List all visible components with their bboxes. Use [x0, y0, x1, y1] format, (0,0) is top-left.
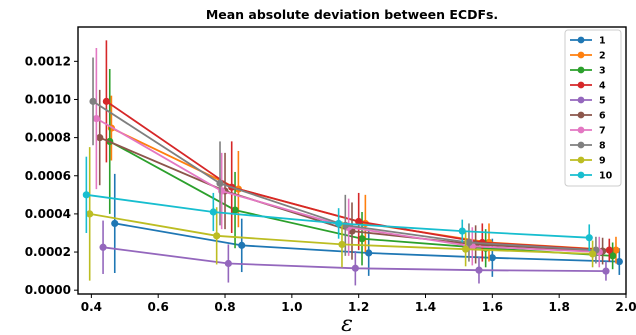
- series-5: [99, 220, 610, 286]
- y-tick-label: 0.0006: [25, 169, 71, 183]
- y-tick-label: 0.0000: [25, 283, 71, 297]
- x-tick-label: 1.4: [415, 300, 436, 314]
- legend-entry-label: 3: [599, 66, 606, 77]
- series-8-point: [89, 97, 97, 105]
- x-axis: 0.4 0.6 0.8 1.0 1.2 1.4 1.6 1.8 2.0: [81, 294, 636, 314]
- series-7-point: [218, 187, 226, 195]
- series-1-point: [365, 249, 373, 257]
- legend-entry-label: 7: [599, 126, 606, 137]
- legend-entry-label: 8: [599, 141, 606, 152]
- legend-swatch-marker: [577, 81, 585, 89]
- series-7: [92, 47, 603, 268]
- series-10-point: [458, 227, 466, 235]
- legend-swatch-marker: [577, 126, 585, 134]
- series-1-point: [488, 254, 496, 262]
- series-1-point: [238, 241, 246, 249]
- series-5-point: [602, 267, 610, 275]
- legend-swatch-marker: [577, 66, 585, 74]
- x-tick-label: 0.8: [214, 300, 235, 314]
- series-9-point: [462, 245, 470, 253]
- series-5-point: [224, 259, 232, 268]
- series-3-point: [358, 235, 366, 243]
- series-8: [89, 57, 600, 264]
- legend-swatch-marker: [577, 156, 585, 164]
- series-10-point: [209, 208, 217, 216]
- x-tick-label: 1.6: [482, 300, 503, 314]
- chart-title: Mean absolute deviation between ECDFs.: [206, 7, 498, 22]
- legend: 1 2 3 4 5 6 7 8 9 10: [564, 29, 622, 187]
- series-6: [96, 89, 607, 265]
- y-tick-label: 0.0008: [25, 131, 71, 145]
- series-6-point: [96, 134, 104, 142]
- legend-swatch-marker: [577, 111, 585, 119]
- series-10-point: [82, 191, 90, 199]
- legend-swatch-marker: [577, 171, 585, 179]
- series-9-point: [588, 250, 597, 258]
- series-9: [86, 147, 597, 281]
- series-4-point: [102, 97, 111, 105]
- x-tick-label: 1.2: [348, 300, 369, 314]
- x-tick-label: 2.0: [615, 300, 636, 314]
- legend-entry-label: 1: [599, 36, 606, 47]
- y-tick-label: 0.0010: [25, 92, 71, 106]
- legend-entry-label: 10: [599, 171, 613, 182]
- series-3-point: [609, 252, 617, 260]
- x-axis-label: ε: [341, 312, 353, 335]
- x-tick-label: 1.0: [281, 300, 302, 314]
- legend-entry-label: 9: [599, 156, 606, 167]
- legend-entry-label: 5: [599, 96, 606, 107]
- series-10-point: [335, 219, 343, 228]
- series-9-point: [213, 232, 221, 240]
- legend-box: [564, 29, 622, 187]
- x-tick-label: 1.8: [549, 300, 570, 314]
- x-tick-label: 0.4: [81, 300, 102, 314]
- y-tick-label: 0.0012: [25, 54, 71, 68]
- series-3-point: [231, 206, 239, 214]
- series-4-point: [355, 217, 363, 226]
- series-1-point: [615, 257, 623, 266]
- series-9-point: [86, 210, 94, 218]
- series-5-point: [351, 264, 359, 272]
- y-axis: 0.0000 0.0002 0.0004 0.0006 0.0008 0.0010 0.00…: [25, 54, 78, 297]
- series-7-line: [95, 117, 600, 253]
- series-5-point: [99, 243, 107, 251]
- y-tick-label: 0.0002: [25, 245, 71, 259]
- plot-frame: [77, 26, 627, 295]
- y-tick-label: 0.0004: [25, 207, 71, 221]
- series-1-point: [111, 219, 119, 228]
- series-5-point: [475, 266, 483, 274]
- series-10-point: [585, 234, 593, 242]
- x-tick-label: 0.6: [148, 300, 169, 314]
- legend-swatch-marker: [577, 36, 585, 44]
- legend-entry-label: 2: [599, 51, 606, 62]
- legend-swatch-marker: [577, 51, 585, 59]
- series-9-point: [338, 240, 346, 249]
- series-10: [82, 156, 593, 252]
- series-4-point: [605, 246, 613, 254]
- legend-swatch-marker: [577, 96, 585, 104]
- series-7-point: [92, 114, 100, 123]
- legend-entry-label: 4: [599, 81, 606, 92]
- legend-swatch-marker: [577, 141, 585, 149]
- legend-entry-label: 6: [599, 111, 606, 122]
- plot-marks: [82, 40, 623, 286]
- series-2-point: [612, 246, 620, 254]
- series-8-point: [465, 238, 473, 247]
- series-8-point: [216, 179, 224, 187]
